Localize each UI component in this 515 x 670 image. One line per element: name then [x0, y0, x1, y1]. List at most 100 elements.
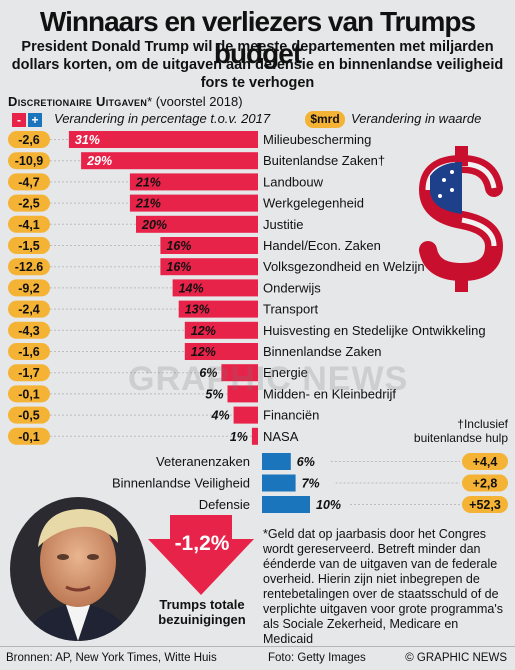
cut-department-name: Onderwijs	[263, 280, 321, 295]
cut-percent-label: 31%	[75, 133, 100, 147]
cut-mrd-badge	[8, 237, 50, 254]
increase-mrd-badge	[462, 453, 508, 470]
cut-mrd-badge	[8, 173, 50, 191]
cut-department-name: Huisvesting en Stedelijke Ontwikkeling	[263, 323, 486, 338]
cut-mrd-badge	[8, 152, 50, 170]
cut-bar	[227, 385, 258, 403]
increase-bar	[262, 496, 310, 513]
cut-bar	[160, 258, 258, 276]
cut-mrd-badge	[8, 406, 50, 424]
legend: - + Verandering in percentage t.o.v. 2017…	[8, 111, 507, 128]
cut-percent-label: 6%	[199, 366, 217, 380]
cut-percent-label: 13%	[185, 303, 210, 317]
cut-mrd-badge	[8, 194, 50, 212]
cut-department-name: Energie	[263, 365, 308, 380]
cut-bar	[233, 406, 258, 424]
increase-percent-label: 6%	[297, 455, 315, 469]
increase-mrd-value: +4,4	[473, 455, 498, 469]
footer-photo-credit: Foto: Getty Images	[268, 652, 366, 664]
cut-bar	[129, 194, 258, 212]
trump-portrait	[10, 497, 146, 641]
cut-bar	[68, 131, 259, 148]
cut-bar	[136, 215, 258, 233]
cut-mrd-badge	[8, 364, 50, 382]
cut-department-name: Milieubescherming	[263, 132, 371, 147]
plus-icon: +	[28, 113, 42, 127]
footer-copyright: © GRAPHIC NEWS	[405, 652, 507, 664]
cut-percent-label: 4%	[211, 409, 230, 423]
total-cut-value: -1,2%	[174, 532, 230, 555]
cut-department-name: Volksgezondheid en Welzijn	[263, 259, 425, 274]
down-arrow-icon	[148, 515, 254, 595]
cut-percent-label: 16%	[166, 260, 191, 274]
cut-percent-label: 12%	[191, 345, 216, 359]
footer-sources: Bronnen: AP, New York Times, Witte Huis	[6, 652, 217, 664]
cut-bar	[221, 364, 258, 382]
footnote-intl-aid: †Inclusief buitenlandse hulp	[413, 417, 508, 445]
cut-department-name: Handel/Econ. Zaken	[263, 238, 381, 253]
cut-mrd-badge	[8, 427, 50, 445]
increase-percent-label: 7%	[302, 477, 320, 491]
cut-bar	[160, 237, 258, 254]
legend-percent-label: Verandering in percentage t.o.v. 2017	[54, 111, 271, 126]
legend-sign-boxes: - +	[12, 112, 42, 127]
cut-department-name: Werkgelegenheid	[263, 196, 364, 211]
legend-value-label: Verandering in waarde	[351, 111, 482, 126]
cut-percent-label: 5%	[205, 387, 223, 401]
cut-mrd-badge	[8, 300, 50, 318]
cut-mrd-value: -4,1	[18, 218, 40, 232]
section-heading-rest: * (voorstel 2018)	[147, 94, 243, 109]
dollar-flag-icon	[418, 146, 504, 292]
spending-note: *Geld dat op jaarbasis door het Congres …	[263, 527, 504, 646]
cut-bar	[184, 343, 258, 360]
cut-mrd-value: -0,1	[18, 387, 40, 401]
cut-percent-label: 16%	[166, 239, 191, 253]
cut-mrd-value: -4,7	[18, 175, 40, 189]
cut-department-name: NASA	[263, 429, 299, 444]
cut-mrd-value: -12.6	[15, 260, 44, 274]
cut-mrd-badge	[8, 321, 50, 339]
footer: Bronnen: AP, New York Times, Witte Huis …	[0, 646, 515, 670]
cut-mrd-value: -4,3	[18, 324, 40, 338]
cut-department-name: Justitie	[263, 217, 303, 232]
cut-percent-label: 12%	[191, 324, 216, 338]
cut-mrd-badge	[8, 385, 50, 403]
increase-bar	[262, 474, 296, 492]
cut-department-name: Binnenlandse Zaken	[263, 344, 382, 359]
cut-mrd-value: -2,5	[18, 197, 40, 211]
cut-percent-label: 14%	[179, 281, 204, 295]
section-heading: Discretionaire Uitgaven* (voorstel 2018)	[8, 94, 243, 109]
increase-mrd-badge	[462, 496, 508, 513]
cut-percent-label: 1%	[230, 430, 248, 444]
cut-department-name: Landbouw	[263, 174, 324, 189]
section-heading-bold: Discretionaire Uitgaven	[8, 94, 148, 109]
legend-mrd-badge: $mrd	[305, 111, 345, 128]
increase-mrd-badge	[462, 474, 508, 492]
minus-icon: -	[12, 113, 26, 127]
increase-mrd-value: +2,8	[473, 477, 498, 491]
cut-bar	[81, 152, 258, 170]
cut-bar	[172, 279, 258, 297]
cut-percent-label: 29%	[86, 154, 112, 168]
cut-mrd-value: -1,5	[18, 239, 40, 253]
page-title: Winnaars en verliezers van Trumps budget	[39, 6, 476, 69]
cut-bar	[251, 427, 258, 445]
cut-percent-label: 21%	[135, 175, 161, 189]
cut-department-name: Transport	[263, 302, 319, 317]
increase-department-name: Binnenlandse Veiligheid	[112, 476, 250, 491]
increase-department-name: Defensie	[199, 497, 250, 512]
cut-bar	[129, 173, 258, 191]
total-cut-label: Trumps totale bezuinigingen	[158, 597, 246, 627]
cut-mrd-badge	[8, 279, 50, 297]
page-subtitle: President Donald Trump wil de meeste dep…	[11, 39, 504, 91]
cut-mrd-value: -10,9	[15, 154, 44, 168]
cut-mrd-badge	[8, 343, 50, 360]
cut-percent-label: 20%	[141, 218, 167, 232]
increase-department-name: Veteranenzaken	[156, 454, 250, 469]
cut-mrd-value: -0,5	[18, 409, 40, 423]
cut-bar	[184, 321, 258, 339]
increase-mrd-value: +52,3	[469, 498, 501, 512]
increase-percent-label: 10%	[316, 498, 341, 512]
